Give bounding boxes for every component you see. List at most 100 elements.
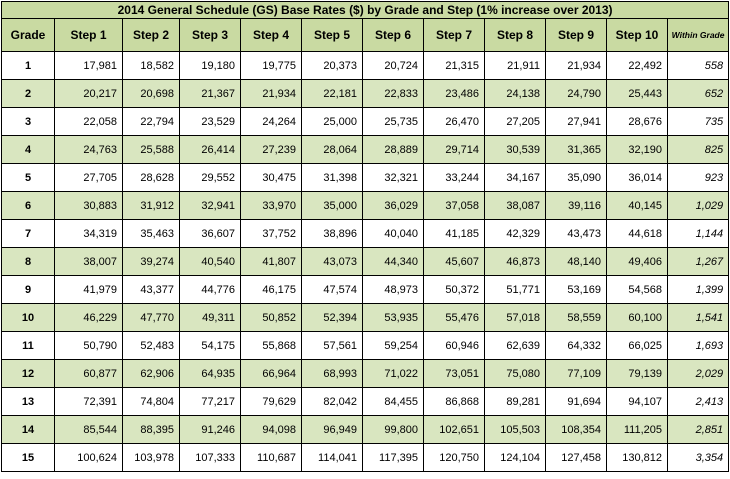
step-8-cell: 124,104 — [484, 443, 546, 472]
within-grade-cell: 1,267 — [666, 247, 730, 276]
step-10-cell: 44,618 — [606, 219, 668, 248]
step-5-cell: 47,574 — [301, 275, 363, 304]
step-4-cell: 30,475 — [240, 163, 302, 192]
step-9-cell: 39,116 — [545, 191, 607, 220]
step-3-cell: 64,935 — [179, 359, 241, 388]
grade-cell: 1 — [1, 51, 55, 80]
step-3-cell: 54,175 — [179, 331, 241, 360]
step-4-cell: 37,752 — [240, 219, 302, 248]
step-2-cell: 39,274 — [122, 247, 180, 276]
table-row: 10 46,229 47,770 49,311 50,852 52,394 53,935 55… — [1, 303, 730, 332]
table-body: 1 17,981 18,582 19,180 19,775 20,373 20,724 21,… — [1, 51, 730, 472]
step-8-cell: 75,080 — [484, 359, 546, 388]
table-row: 11 50,790 52,483 54,175 55,868 57,561 59,254 60… — [1, 331, 730, 360]
step-4-cell: 27,239 — [240, 135, 302, 164]
step-7-cell: 29,714 — [423, 135, 485, 164]
step-10-cell: 22,492 — [606, 51, 668, 80]
step-10-cell: 94,107 — [606, 387, 668, 416]
step-8-cell: 42,329 — [484, 219, 546, 248]
title-row: 2014 General Schedule (GS) Base Rates ($… — [0, 1, 730, 19]
step-9-cell: 48,140 — [545, 247, 607, 276]
step-10-cell: 32,190 — [606, 135, 668, 164]
step-7-cell: 45,607 — [423, 247, 485, 276]
step-2-cell: 88,395 — [122, 415, 180, 444]
step-6-cell: 99,800 — [362, 415, 424, 444]
within-grade-cell: 2,029 — [666, 359, 730, 388]
step-10-cell: 28,676 — [606, 107, 668, 136]
step-9-cell: 27,941 — [545, 107, 607, 136]
step-6-cell: 59,254 — [362, 331, 424, 360]
step-7-cell: 102,651 — [423, 415, 485, 444]
within-grade-cell: 558 — [666, 51, 730, 80]
step-1-cell: 100,624 — [54, 443, 123, 472]
step-9-cell: 77,109 — [545, 359, 607, 388]
step-3-cell: 36,607 — [179, 219, 241, 248]
step-8-cell: 51,771 — [484, 275, 546, 304]
step-1-cell: 30,883 — [54, 191, 123, 220]
step-4-cell: 66,964 — [240, 359, 302, 388]
step-2-cell: 62,906 — [122, 359, 180, 388]
step-4-cell: 110,687 — [240, 443, 302, 472]
step-7-cell: 50,372 — [423, 275, 485, 304]
step-7-cell: 41,185 — [423, 219, 485, 248]
grade-cell: 15 — [1, 443, 55, 472]
step-5-cell: 57,561 — [301, 331, 363, 360]
step-5-cell: 96,949 — [301, 415, 363, 444]
step-3-cell: 77,217 — [179, 387, 241, 416]
step-8-cell: 57,018 — [484, 303, 546, 332]
step-9-cell: 91,694 — [545, 387, 607, 416]
step-1-cell: 41,979 — [54, 275, 123, 304]
step-2-cell: 18,582 — [122, 51, 180, 80]
step-10-cell: 40,145 — [606, 191, 668, 220]
step-10-cell: 36,014 — [606, 163, 668, 192]
step-7-cell: 37,058 — [423, 191, 485, 220]
step-2-cell: 74,804 — [122, 387, 180, 416]
grade-cell: 7 — [1, 219, 55, 248]
grade-cell: 5 — [1, 163, 55, 192]
step-2-cell: 103,978 — [122, 443, 180, 472]
step-9-cell: 21,934 — [545, 51, 607, 80]
step-4-cell: 41,807 — [240, 247, 302, 276]
step-10-cell: 49,406 — [606, 247, 668, 276]
step-3-cell: 32,941 — [179, 191, 241, 220]
column-header-within-grade: Within Grade — [666, 18, 730, 52]
step-2-cell: 31,912 — [122, 191, 180, 220]
step-2-cell: 20,698 — [122, 79, 180, 108]
step-9-cell: 31,365 — [545, 135, 607, 164]
step-6-cell: 44,340 — [362, 247, 424, 276]
within-grade-cell: 825 — [666, 135, 730, 164]
step-5-cell: 35,000 — [301, 191, 363, 220]
step-8-cell: 89,281 — [484, 387, 546, 416]
within-grade-cell: 652 — [666, 79, 730, 108]
step-9-cell: 58,559 — [545, 303, 607, 332]
within-grade-cell: 1,399 — [666, 275, 730, 304]
column-header-grade: Grade — [1, 18, 55, 52]
step-10-cell: 111,205 — [606, 415, 668, 444]
step-1-cell: 46,229 — [54, 303, 123, 332]
step-9-cell: 108,354 — [545, 415, 607, 444]
step-9-cell: 35,090 — [545, 163, 607, 192]
table-row: 3 22,058 22,794 23,529 24,264 25,000 25,735 26,… — [1, 107, 730, 136]
table-row: 8 38,007 39,274 40,540 41,807 43,073 44,340 45,… — [1, 247, 730, 276]
step-6-cell: 28,889 — [362, 135, 424, 164]
step-9-cell: 24,790 — [545, 79, 607, 108]
table-title: 2014 General Schedule (GS) Base Rates ($… — [0, 1, 730, 19]
step-6-cell: 20,724 — [362, 51, 424, 80]
step-5-cell: 38,896 — [301, 219, 363, 248]
step-6-cell: 53,935 — [362, 303, 424, 332]
step-6-cell: 36,029 — [362, 191, 424, 220]
step-3-cell: 44,776 — [179, 275, 241, 304]
step-5-cell: 68,993 — [301, 359, 363, 388]
step-1-cell: 24,763 — [54, 135, 123, 164]
column-header-step-2: Step 2 — [122, 18, 180, 52]
step-5-cell: 43,073 — [301, 247, 363, 276]
step-4-cell: 21,934 — [240, 79, 302, 108]
step-9-cell: 53,169 — [545, 275, 607, 304]
within-grade-cell: 1,541 — [666, 303, 730, 332]
step-10-cell: 25,443 — [606, 79, 668, 108]
column-header-step-6: Step 6 — [362, 18, 424, 52]
step-10-cell: 60,100 — [606, 303, 668, 332]
step-6-cell: 117,395 — [362, 443, 424, 472]
step-9-cell: 43,473 — [545, 219, 607, 248]
